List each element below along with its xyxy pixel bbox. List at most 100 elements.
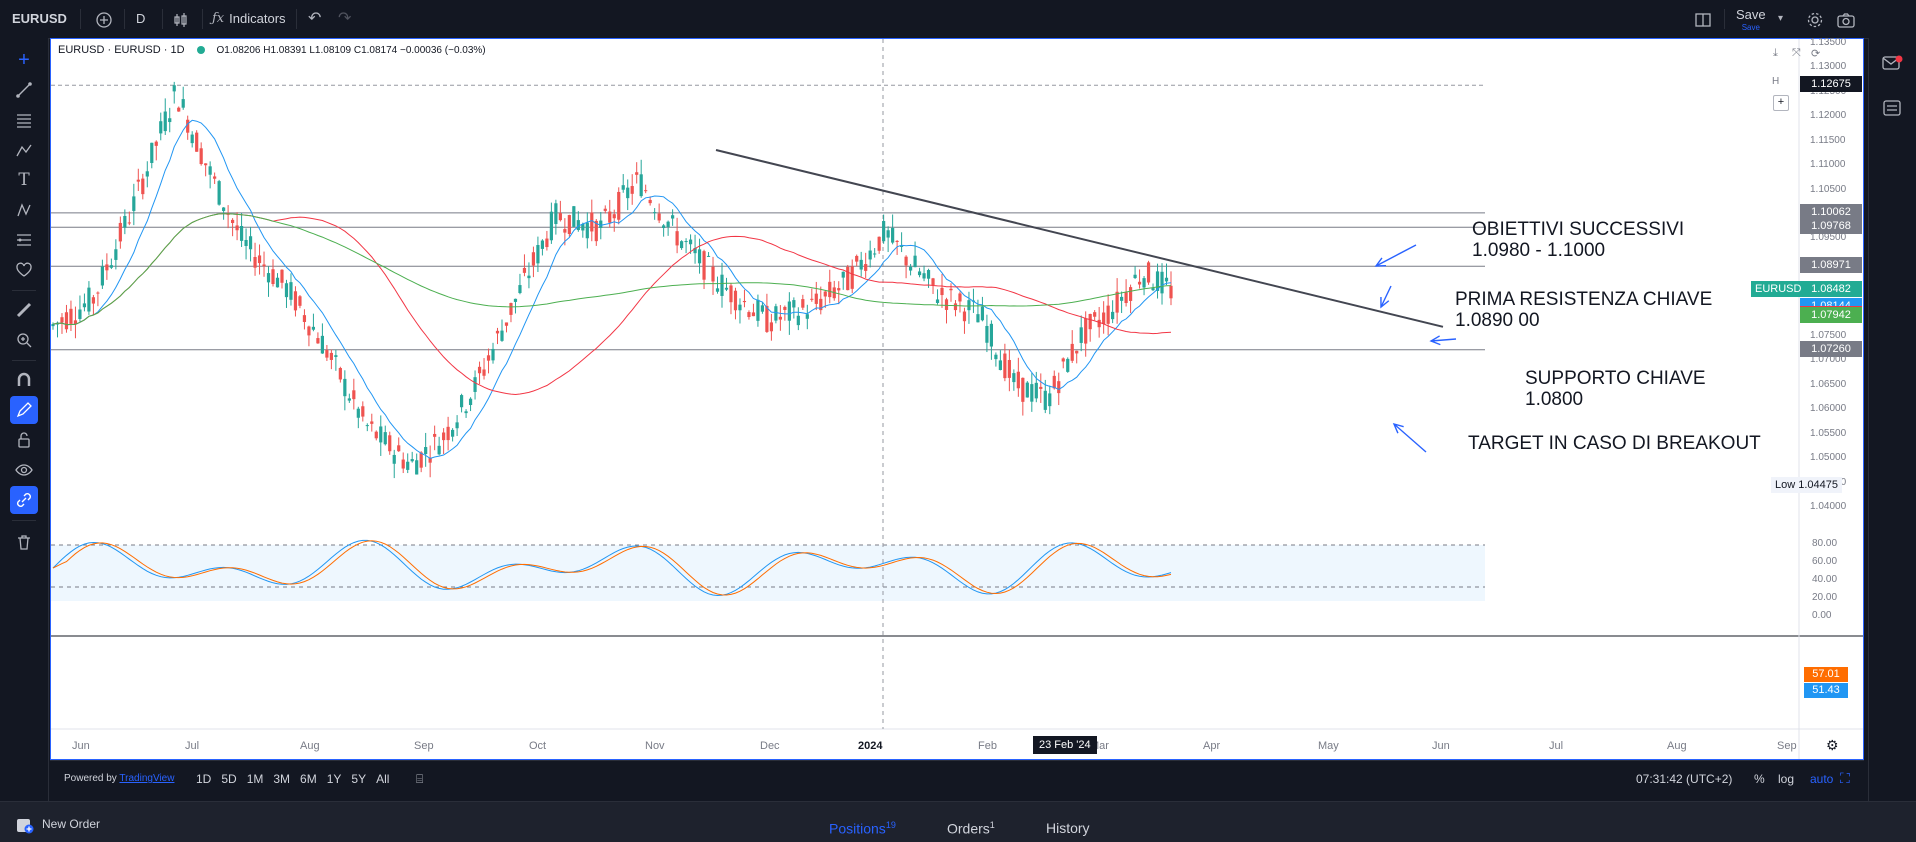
candle-body: [1151, 288, 1155, 291]
targets-annotation[interactable]: OBIETTIVI SUCCESSIVI 1.0980 - 1.1000: [1472, 219, 1684, 261]
candle-body: [760, 305, 765, 312]
candle-body: [244, 239, 248, 247]
candle-body: [424, 447, 428, 454]
interval-button[interactable]: D: [136, 11, 146, 26]
eye-icon[interactable]: [10, 456, 38, 484]
range-button-3m[interactable]: 3M: [273, 772, 291, 786]
tab-orders[interactable]: Orders1: [947, 820, 995, 837]
heart-icon[interactable]: [10, 256, 38, 284]
chart-pane[interactable]: [50, 38, 1864, 760]
candle-body: [1164, 277, 1169, 282]
candle-body: [837, 288, 841, 291]
tradingview-link[interactable]: TradingView: [119, 773, 175, 784]
save-button[interactable]: Save Save: [1736, 7, 1766, 32]
fib-icon[interactable]: [10, 226, 38, 254]
candle-body: [994, 354, 998, 360]
candle-body: [724, 287, 729, 290]
fullscreen-icon[interactable]: ⛶: [1840, 770, 1850, 786]
legend-title[interactable]: EURUSD · EURUSD · 1D: [58, 44, 185, 56]
magnet-icon[interactable]: [10, 366, 38, 394]
tab-positions[interactable]: Positions19: [829, 820, 896, 837]
candle-body: [823, 291, 827, 297]
zoom-icon[interactable]: [10, 326, 38, 354]
lock-icon[interactable]: [10, 426, 38, 454]
trend-line-icon[interactable]: [10, 76, 38, 104]
refresh-icon[interactable]: ⟳: [1811, 48, 1821, 60]
candle-body: [442, 432, 446, 441]
new-order-button[interactable]: New Order: [14, 814, 100, 834]
clock-readout[interactable]: 07:31:42 (UTC+2): [1636, 772, 1733, 786]
pencil-lock-icon[interactable]: [10, 396, 38, 424]
candle-body: [1133, 274, 1137, 279]
settings-button[interactable]: [1806, 0, 1824, 38]
range-button-1d[interactable]: 1D: [196, 772, 212, 786]
chart-canvas[interactable]: [51, 39, 1863, 759]
cursor-icon[interactable]: +: [18, 48, 30, 71]
trash-icon[interactable]: [10, 528, 38, 556]
text-icon[interactable]: T: [18, 170, 30, 190]
snapshot-button[interactable]: [1836, 0, 1856, 38]
range-button-1y[interactable]: 1Y: [326, 772, 342, 786]
range-button-5y[interactable]: 5Y: [351, 772, 367, 786]
log-toggle[interactable]: log: [1778, 772, 1795, 786]
auto-toggle[interactable]: auto: [1810, 772, 1834, 786]
range-button-6m[interactable]: 6M: [300, 772, 317, 786]
positions-label: Positions: [829, 820, 886, 837]
annotation-arrow-head: [1392, 422, 1404, 434]
candle-body: [486, 355, 491, 361]
add-alert-icon[interactable]: +: [1773, 95, 1789, 111]
link-icon[interactable]: [10, 486, 38, 514]
horizontal-lines-icon[interactable]: [10, 106, 38, 134]
candle-body: [913, 255, 917, 268]
time-axis-label: Oct: [529, 740, 547, 752]
candle-body: [266, 273, 271, 283]
calendar-icon[interactable]: ⌸: [416, 772, 424, 786]
chevron-down-icon[interactable]: ▾: [1778, 13, 1784, 24]
collapse-icon[interactable]: ⤧: [1792, 47, 1801, 59]
price-tick-label: 1.13500: [1810, 37, 1847, 48]
compare-symbol-button[interactable]: [92, 0, 116, 38]
candle-body: [967, 300, 971, 311]
resistance-annotation[interactable]: PRIMA RESISTENZA CHIAVE 1.0890 00: [1455, 289, 1712, 331]
range-button-all[interactable]: All: [376, 772, 390, 786]
ruler-icon[interactable]: [10, 296, 38, 324]
candle-body: [239, 225, 244, 241]
brush-icon[interactable]: [10, 136, 38, 164]
pattern-icon[interactable]: [10, 196, 38, 224]
calendar-icon[interactable]: [1881, 98, 1903, 121]
candle-body: [908, 266, 913, 271]
chart-style-button[interactable]: [172, 0, 194, 38]
chevron-down-icon[interactable]: ⤓: [1773, 47, 1778, 59]
candle-body: [145, 171, 149, 177]
time-axis-label: Jul: [1549, 740, 1564, 752]
support-annotation[interactable]: SUPPORTO CHIAVE 1.0800: [1525, 368, 1706, 410]
range-button-1m[interactable]: 1M: [246, 772, 264, 786]
price-tick-label: 1.06500: [1810, 378, 1847, 390]
layout-button[interactable]: [1694, 0, 1712, 38]
undo-icon[interactable]: ↶: [308, 10, 322, 27]
save-label: Save: [1736, 7, 1766, 22]
gear-icon[interactable]: ⚙: [1826, 737, 1839, 753]
stoch-k-line: [52, 539, 1172, 597]
percent-toggle[interactable]: %: [1754, 772, 1765, 786]
right-sidebar: [1868, 38, 1916, 801]
resistance-value: 1.0890 00: [1455, 310, 1540, 331]
powered-by: Powered by TradingView: [64, 773, 174, 784]
breakout-annotation[interactable]: TARGET IN CASO DI BREAKOUT: [1468, 433, 1761, 454]
oscillator-tick-label: 60.00: [1812, 556, 1838, 567]
range-button-5d[interactable]: 5D: [221, 772, 237, 786]
candle-body: [953, 303, 958, 311]
price-tick-label: 1.07000: [1810, 354, 1847, 366]
candle-body: [621, 185, 625, 190]
candle-body: [468, 398, 473, 406]
bottom-toolbar: Powered by TradingView 1D 5D 1M 3M 6M 1Y 5Y All…: [50, 760, 1864, 801]
redo-icon[interactable]: ↷: [338, 10, 352, 27]
tab-history[interactable]: History: [1046, 820, 1090, 836]
candle-body: [473, 377, 477, 392]
candle-body: [379, 426, 383, 443]
candle-body: [536, 245, 540, 264]
time-axis-label: Nov: [645, 740, 665, 752]
symbol-search-button[interactable]: EURUSD: [12, 11, 67, 26]
chat-icon[interactable]: [1881, 54, 1903, 77]
indicators-button[interactable]: ƒx Indicators: [212, 0, 286, 38]
